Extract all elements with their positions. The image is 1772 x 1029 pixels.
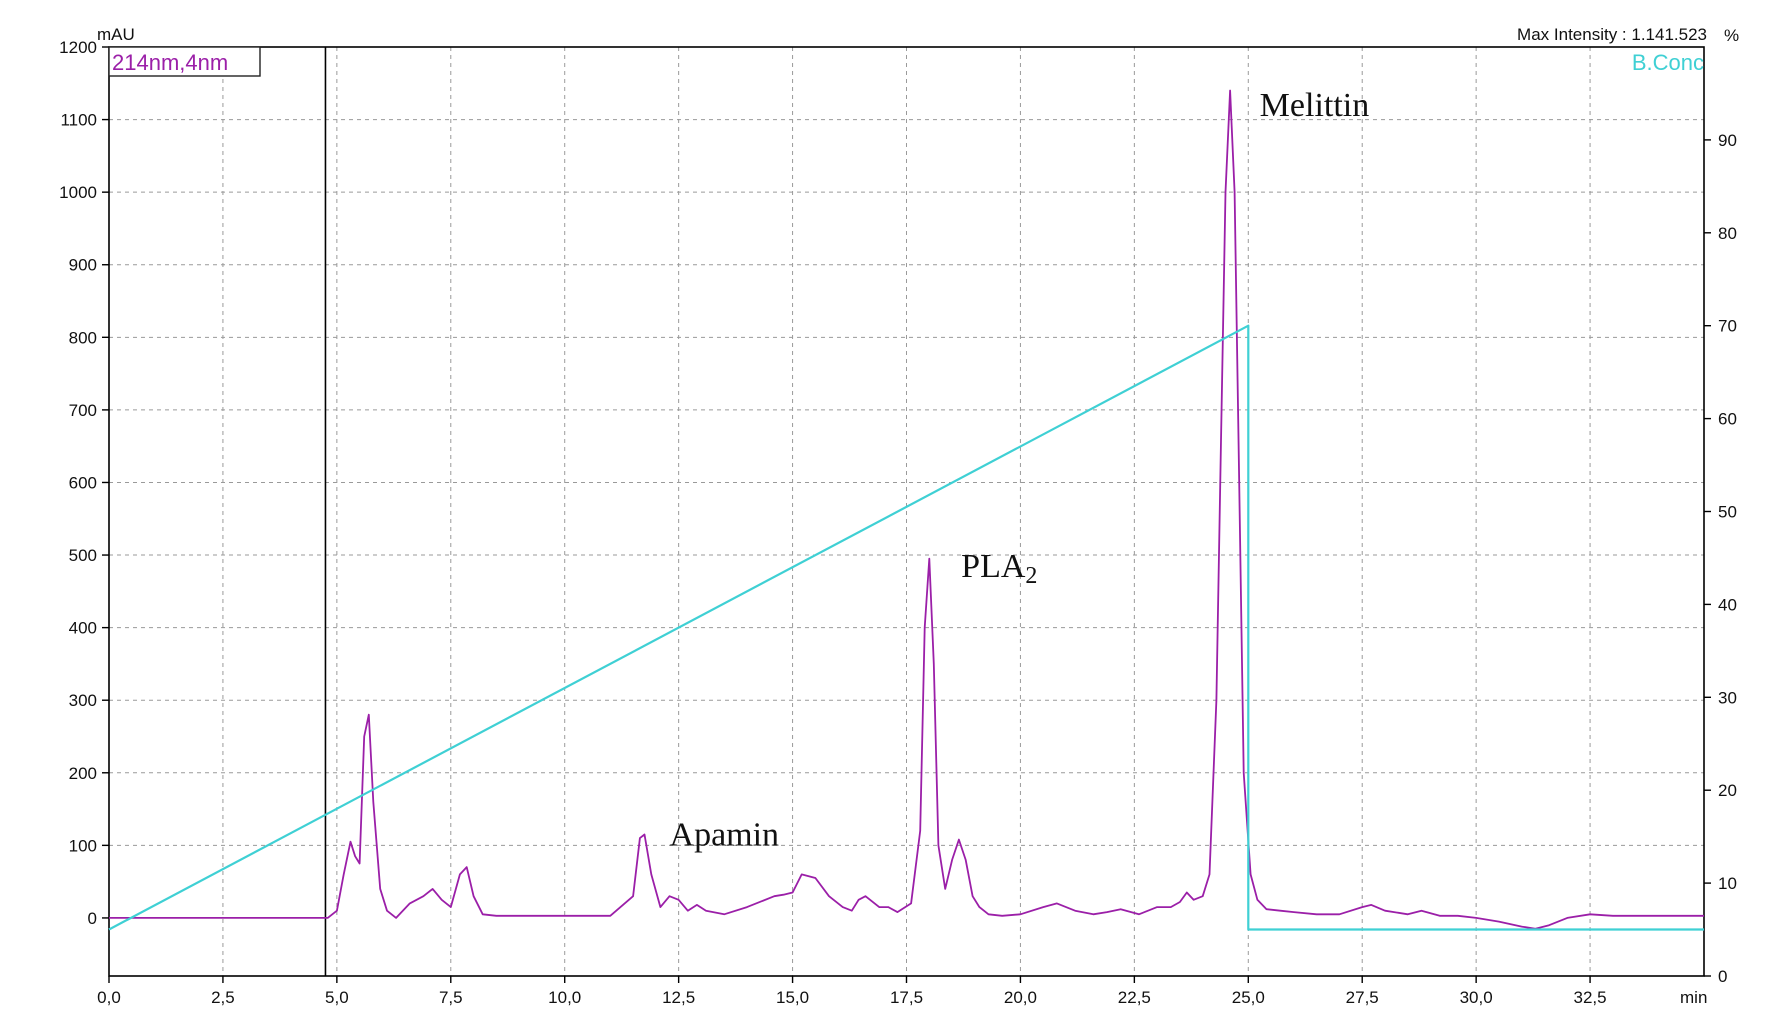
- legend-label-conc: B.Conc: [1632, 50, 1704, 75]
- peak-label-pla: PLA2: [961, 548, 1037, 589]
- y-tick-label: 500: [69, 546, 97, 565]
- x-tick-label: 32,5: [1574, 988, 1607, 1007]
- gridlines: [109, 47, 1704, 976]
- y-tick-label: 1200: [59, 38, 97, 57]
- legend-box: [108, 46, 261, 77]
- x-tick-label: 5,0: [325, 988, 349, 1007]
- x-tick-label: 20,0: [1004, 988, 1037, 1007]
- y2-tick-label: 0: [1718, 967, 1727, 986]
- y-tick-label: 400: [69, 619, 97, 638]
- x-tick-label: 10,0: [548, 988, 581, 1007]
- y-tick-label: 600: [69, 473, 97, 492]
- x-axis-unit: min: [1680, 988, 1707, 1007]
- peak-label-melittin: Melittin: [1260, 87, 1370, 124]
- x-tick-label: 27,5: [1346, 988, 1379, 1007]
- series-line-absorbance: [109, 89, 1704, 930]
- y2-tick-label: 30: [1718, 688, 1737, 707]
- y2-tick-label: 20: [1718, 781, 1737, 800]
- x-tick-label: 25,0: [1232, 988, 1265, 1007]
- y-tick-label: 900: [69, 256, 97, 275]
- y-tick-label: 1100: [60, 111, 97, 130]
- y-tick-label: 100: [69, 836, 97, 855]
- peak-annotations: Melittin PLA2 Apamin: [670, 87, 1370, 853]
- series-line-bconc: [108, 324, 1704, 931]
- x-tick-label: 22,5: [1118, 988, 1151, 1007]
- y2-tick-label: 80: [1718, 224, 1737, 243]
- legend-label-absorbance: 214nm,4nm: [112, 50, 228, 75]
- x-tick-label: 2,5: [211, 988, 235, 1007]
- right-axis-unit: %: [1724, 26, 1739, 45]
- y-tick-label: 200: [69, 764, 97, 783]
- x-tick-label: 7,5: [439, 988, 463, 1007]
- x-tick-label: 30,0: [1460, 988, 1493, 1007]
- tick-labels: 0,0 2,5 5,0 7,5 10,0 12,5 15,0 17,5 20,0 22,5 25,0…: [59, 38, 1737, 1007]
- y2-tick-label: 10: [1718, 874, 1737, 893]
- y-tick-label: 800: [69, 328, 97, 347]
- y2-tick-label: 50: [1718, 503, 1737, 522]
- y-tick-label: 1000: [59, 183, 97, 202]
- x-tick-label: 12,5: [662, 988, 695, 1007]
- y2-tick-label: 60: [1718, 410, 1737, 429]
- max-intensity-label: Max Intensity : 1.141.523: [1517, 25, 1707, 44]
- left-axis-unit: mAU: [97, 25, 135, 44]
- y2-tick-label: 70: [1718, 317, 1737, 336]
- x-tick-label: 15,0: [776, 988, 809, 1007]
- y-tick-label: 0: [88, 909, 97, 928]
- y2-tick-label: 90: [1718, 131, 1737, 150]
- y-tick-label: 700: [69, 401, 97, 420]
- peak-label-subscript: 2: [1025, 563, 1037, 589]
- plot-frame: [108, 46, 1705, 977]
- peak-label-apamin: Apamin: [670, 816, 780, 853]
- y-tick-label: 300: [69, 691, 97, 710]
- y2-tick-label: 40: [1718, 595, 1737, 614]
- series-group: [108, 89, 1704, 931]
- x-tick-label: 17,5: [890, 988, 923, 1007]
- axes: [102, 46, 1711, 983]
- x-tick-label: 0,0: [97, 988, 121, 1007]
